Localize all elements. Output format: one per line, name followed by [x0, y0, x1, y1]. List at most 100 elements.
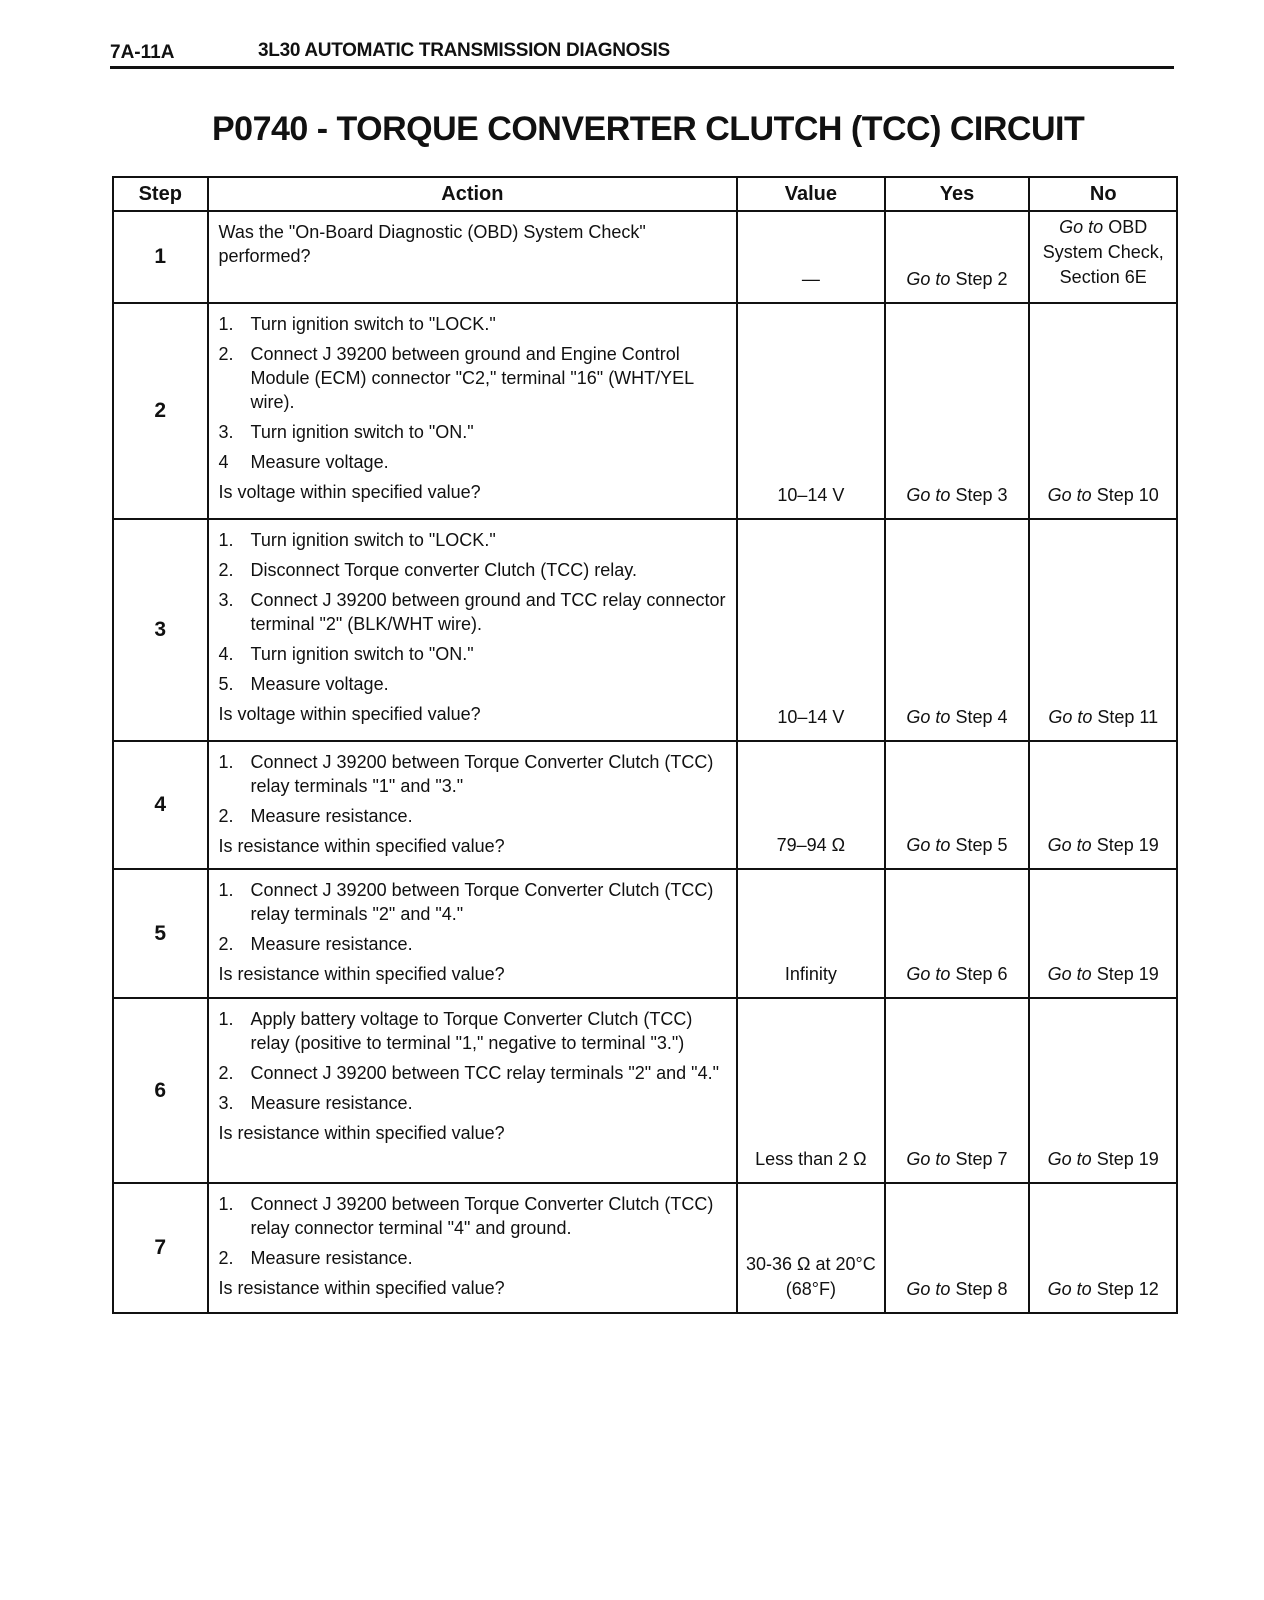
action-question: Is resistance within specified value?	[218, 836, 505, 856]
action-question: Is resistance within specified value?	[218, 964, 505, 984]
item-text: Measure resistance.	[250, 1248, 413, 1268]
action-item: 1. Connect J 39200 between Torque Convert…	[219, 750, 729, 798]
yes-cell: Go to Step 5	[883, 740, 1031, 870]
action-question: Is voltage within specified value?	[218, 704, 481, 724]
step-number: 6	[112, 997, 209, 1184]
no-target: Step 19	[1096, 835, 1159, 855]
goto-prefix: Go to	[906, 835, 951, 855]
value-cell: Infinity	[736, 868, 886, 999]
yes-target: Step 5	[955, 835, 1008, 855]
no-target: OBD System Check, Section 6E	[1042, 216, 1164, 287]
action-item: 2. Measure resistance.	[219, 804, 729, 828]
item-number: 1.	[218, 880, 234, 900]
no-cell: Go to Step 12	[1028, 1182, 1178, 1314]
item-text: Turn ignition switch to "LOCK."	[250, 530, 496, 550]
item-text: Connect J 39200 between TCC relay termin…	[250, 1063, 719, 1083]
action-item: 2. Disconnect Torque converter Clutch (TC…	[219, 558, 729, 582]
item-number: 3.	[218, 1093, 234, 1113]
item-text: Measure resistance.	[250, 934, 413, 954]
action-question: Is resistance within specified value?	[218, 1123, 505, 1143]
yes-cell: Go to Step 3	[883, 302, 1031, 520]
table-row: 6 1. Apply battery voltage to Torque Conv…	[112, 997, 1178, 1184]
item-number: 1.	[218, 1009, 234, 1029]
col-no: No	[1028, 176, 1178, 212]
action-item: 2. Connect J 39200 between ground and Eng…	[219, 342, 729, 414]
value-cell: 79–94 Ω	[736, 740, 886, 870]
goto-prefix: Go to	[1047, 1279, 1092, 1299]
page-title: P0740 - TORQUE CONVERTER CLUTCH (TCC) CI…	[212, 110, 1085, 148]
item-text: Connect J 39200 between ground and TCC r…	[250, 590, 726, 634]
goto-prefix: Go to	[1047, 485, 1092, 505]
table-row: 5 1. Connect J 39200 between Torque Conve…	[112, 868, 1178, 999]
no-target: Step 12	[1096, 1279, 1159, 1299]
col-value: Value	[736, 176, 886, 212]
action-item: 2. Connect J 39200 between TCC relay term…	[219, 1061, 729, 1085]
step-number: 3	[112, 518, 209, 742]
goto-prefix: Go to	[906, 485, 951, 505]
action-item: 1. Connect J 39200 between Torque Convert…	[219, 1192, 729, 1240]
no-cell: Go to Step 19	[1028, 997, 1178, 1184]
value-cell: 10–14 V	[736, 518, 886, 742]
action-item: 2. Measure resistance.	[219, 1246, 729, 1270]
action-cell: 1. Apply battery voltage to Torque Conver…	[206, 997, 739, 1184]
item-text: Measure voltage.	[250, 674, 389, 694]
item-number: 4	[218, 452, 229, 472]
item-number: 2.	[218, 806, 234, 826]
goto-prefix: Go to	[1048, 707, 1093, 727]
item-number: 3.	[218, 590, 234, 610]
yes-target: Step 6	[955, 964, 1008, 984]
item-number: 5.	[218, 674, 234, 694]
yes-cell: Go to Step 4	[883, 518, 1031, 742]
page-number: 7A-11A	[110, 42, 175, 63]
no-target: Step 19	[1096, 1149, 1159, 1169]
goto-prefix: Go to	[906, 1279, 951, 1299]
item-text: Connect J 39200 between ground and Engin…	[250, 344, 694, 412]
no-cell: Go to Step 11	[1028, 518, 1178, 742]
item-text: Turn ignition switch to "ON."	[250, 644, 474, 664]
yes-target: Step 2	[955, 269, 1008, 289]
value-cell: —	[736, 210, 886, 304]
goto-prefix: Go to	[1047, 835, 1092, 855]
yes-target: Step 8	[955, 1279, 1008, 1299]
goto-prefix: Go to	[906, 1149, 951, 1169]
value-cell: Less than 2 Ω	[736, 997, 886, 1184]
item-text: Apply battery voltage to Torque Converte…	[250, 1009, 693, 1053]
action-item: 1. Connect J 39200 between Torque Convert…	[219, 878, 729, 926]
item-number: 3.	[218, 422, 234, 442]
item-number: 2.	[218, 1248, 234, 1268]
step-number: 7	[112, 1182, 209, 1314]
item-text: Measure resistance.	[250, 806, 413, 826]
item-text: Measure voltage.	[250, 452, 389, 472]
item-text: Connect J 39200 between Torque Converter…	[250, 880, 714, 924]
no-target: Step 11	[1097, 707, 1159, 727]
item-text: Disconnect Torque converter Clutch (TCC)…	[250, 560, 637, 580]
col-step: Step	[112, 176, 209, 212]
value-cell: 30-36 Ω at 20°C (68°F)	[736, 1182, 886, 1314]
item-text: Connect J 39200 between Torque Converter…	[250, 752, 714, 796]
action-cell: Was the "On-Board Diagnostic (OBD) Syste…	[206, 210, 739, 304]
item-number: 1.	[218, 752, 234, 772]
section-title: 3L30 AUTOMATIC TRANSMISSION DIAGNOSIS	[258, 40, 670, 61]
item-number: 4.	[218, 644, 234, 664]
no-cell: Go to Step 19	[1028, 740, 1178, 870]
goto-prefix: Go to	[906, 269, 951, 289]
no-cell: Go to Step 19	[1028, 868, 1178, 999]
action-item: 1. Turn ignition switch to "LOCK."	[219, 312, 729, 336]
goto-prefix: Go to	[1047, 1149, 1092, 1169]
action-cell: 1. Connect J 39200 between Torque Convert…	[206, 740, 739, 870]
col-action: Action	[206, 176, 739, 212]
item-text: Connect J 39200 between Torque Converter…	[250, 1194, 714, 1238]
table-header-row: Step Action Value Yes No	[112, 176, 1178, 212]
yes-cell: Go to Step 6	[883, 868, 1031, 999]
item-number: 2.	[218, 344, 234, 364]
step-number: 5	[112, 868, 209, 999]
action-cell: 1. Connect J 39200 between Torque Convert…	[206, 868, 739, 999]
goto-prefix: Go to	[906, 964, 951, 984]
item-text: Turn ignition switch to "ON."	[250, 422, 474, 442]
col-yes: Yes	[883, 176, 1031, 212]
action-item: 1. Turn ignition switch to "LOCK."	[219, 528, 729, 552]
action-item: 3. Turn ignition switch to "ON."	[219, 420, 729, 444]
item-number: 2.	[218, 1063, 234, 1083]
table-row: 3 1. Turn ignition switch to "LOCK." 2. Dis…	[112, 518, 1178, 742]
